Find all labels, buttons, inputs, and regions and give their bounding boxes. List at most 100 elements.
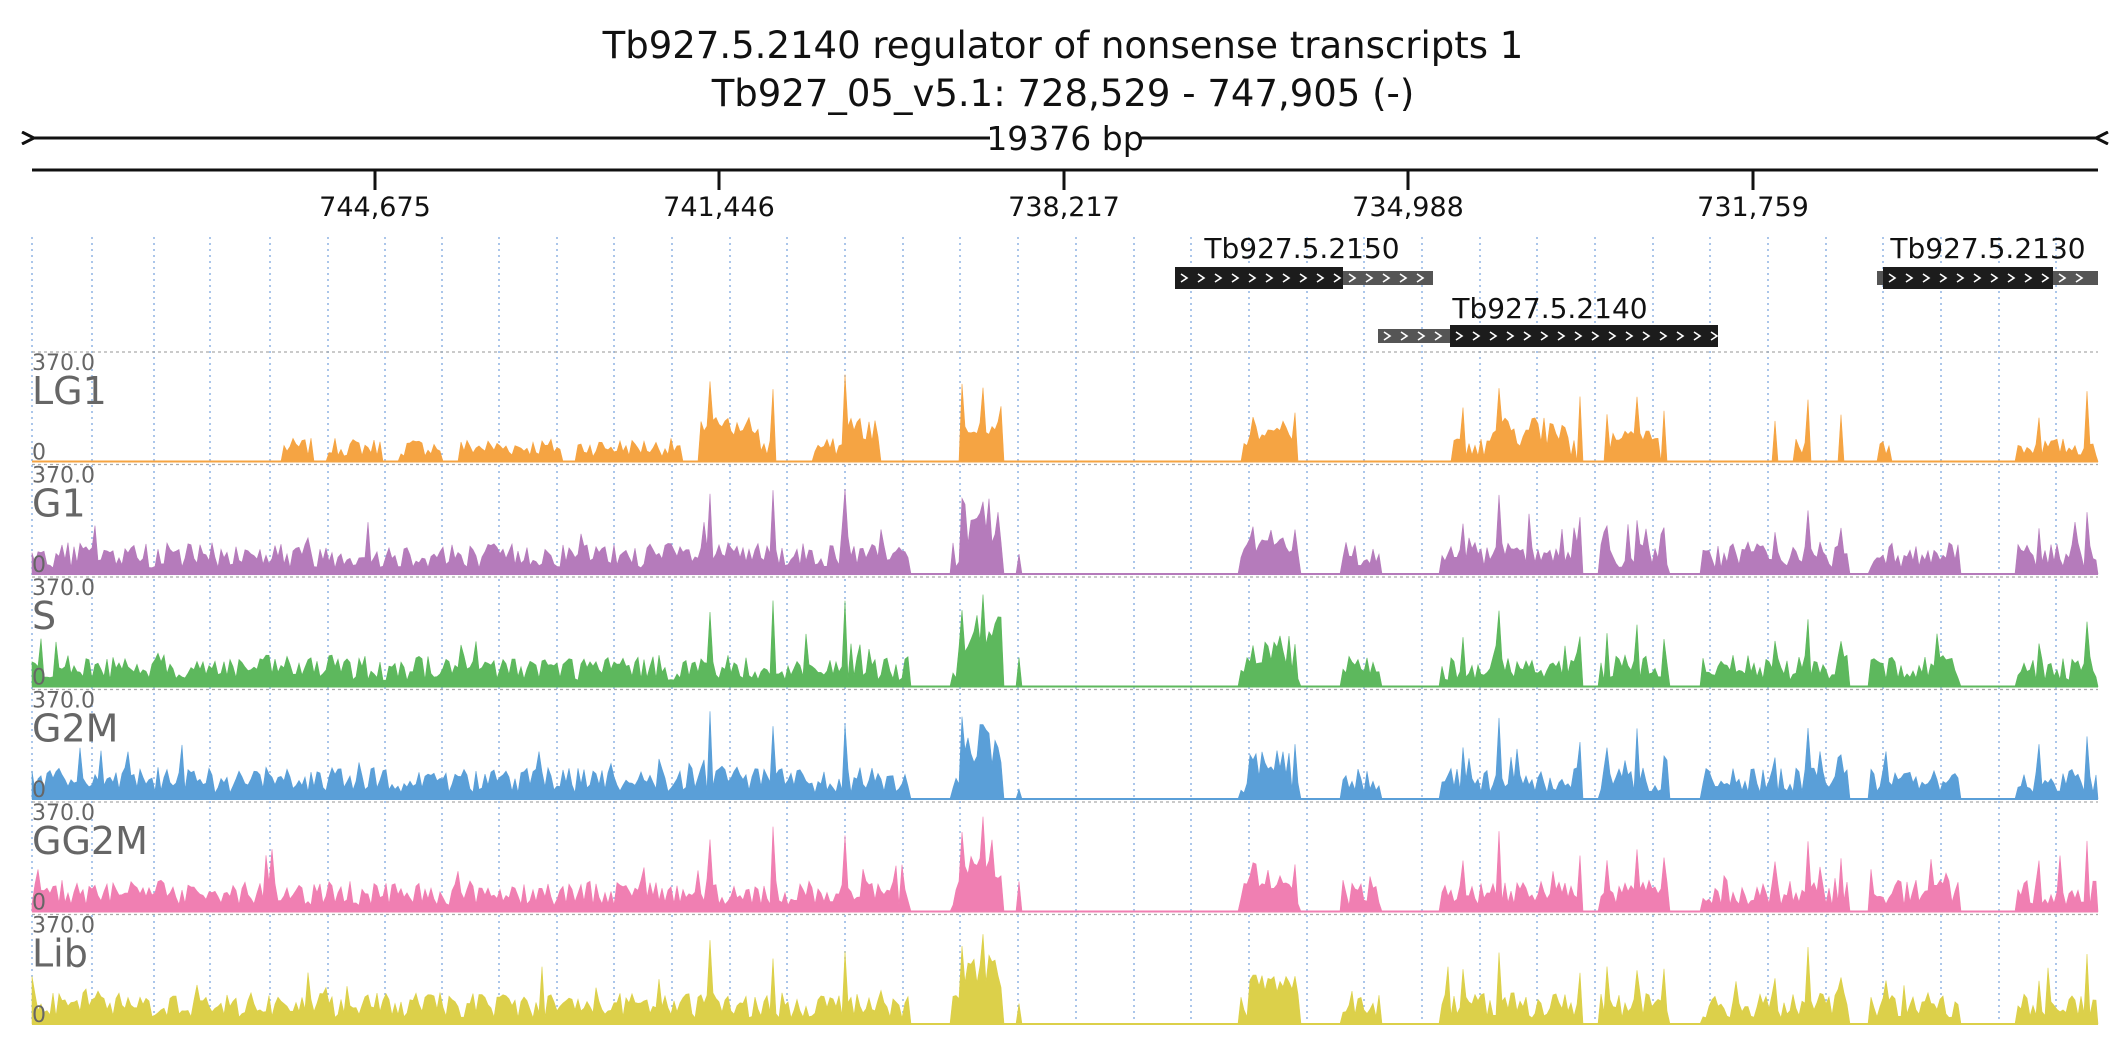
strand-arrow-icon — [1383, 331, 1392, 341]
strand-arrow-icon — [1676, 331, 1685, 341]
axis-tick-label: 738,217 — [1008, 192, 1120, 223]
strand-arrow-icon — [2075, 273, 2084, 283]
track-max-label: 370.0 — [32, 914, 95, 939]
track-min-label: 0 — [32, 891, 46, 916]
strand-arrow-icon — [1506, 331, 1515, 341]
track-max-label: 370.0 — [32, 689, 95, 714]
coverage-area — [31, 711, 2099, 800]
gene-label: Tb927.5.2150 — [1203, 232, 1399, 265]
coverage-area — [31, 816, 2099, 912]
strand-arrow-icon — [1282, 273, 1291, 283]
strand-arrow-icon — [1455, 331, 1464, 341]
strand-arrow-icon — [1472, 331, 1481, 341]
gene-label: Tb927.5.2130 — [1889, 232, 2085, 265]
strand-arrow-icon — [1248, 273, 1257, 283]
strand-arrow-icon — [1434, 331, 1443, 341]
strand-arrow-icon — [1489, 331, 1498, 341]
locus-title: Tb927_05_v5.1: 728,529 - 747,905 (-) — [711, 72, 1415, 115]
strand-arrow-icon — [1939, 273, 1948, 283]
strand-arrow-icon — [2058, 273, 2067, 283]
span-indicator: 19376 bp — [34, 119, 2096, 158]
strand-arrow-icon — [1625, 331, 1634, 341]
strand-arrow-icon — [1693, 331, 1702, 341]
track-max-label: 370.0 — [32, 464, 95, 489]
strand-arrow-icon — [1400, 331, 1409, 341]
track-min-label: 0 — [32, 1003, 46, 1028]
strand-arrow-icon — [1231, 273, 1240, 283]
strand-arrow-icon — [1417, 331, 1426, 341]
grid-lines — [31, 237, 2057, 1022]
strand-arrow-icon — [2007, 273, 2016, 283]
strand-arrow-icon — [1180, 273, 1189, 283]
axis-tick-label: 741,446 — [663, 192, 775, 223]
axis-tick-label: 744,675 — [319, 192, 431, 223]
strand-arrow-icon — [1348, 273, 1357, 283]
track-name-label: S — [32, 594, 56, 638]
strand-arrow-icon — [1316, 273, 1325, 283]
strand-arrow-icon — [1574, 331, 1583, 341]
track-min-label: 0 — [32, 441, 46, 466]
utr-block — [2053, 271, 2098, 285]
coverage-area — [31, 594, 2099, 687]
coverage-area — [31, 488, 2099, 575]
utr-block — [1378, 329, 1450, 343]
track-min-label: 0 — [32, 553, 46, 578]
coordinate-axis: 744,675 741,446 738,217 734,988 731,759 — [32, 168, 2098, 223]
track-max-label: 370.0 — [32, 576, 95, 601]
coverage-track-s: 370.0S 0 — [31, 576, 2099, 691]
gene-model[interactable]: Tb927.5.2140 — [1378, 292, 1719, 347]
strand-arrow-icon — [1973, 273, 1982, 283]
track-min-label: 0 — [32, 778, 46, 803]
gene-label: Tb927.5.2140 — [1451, 292, 1647, 325]
strand-arrow-icon — [1608, 331, 1617, 341]
coverage-track-g1: 370.0G1 0 — [31, 464, 2099, 578]
strand-arrow-icon — [1591, 331, 1600, 341]
cds-block — [1450, 325, 1718, 347]
strand-arrow-icon — [1365, 273, 1374, 283]
coverage-area — [31, 934, 2099, 1025]
cds-block — [1883, 267, 2053, 289]
strand-arrow-icon — [1956, 273, 1965, 283]
strand-arrow-icon — [1399, 273, 1408, 283]
coverage-area — [32, 374, 2099, 462]
axis-tick-label: 734,988 — [1352, 192, 1464, 223]
track-name-label: LG1 — [32, 369, 107, 413]
strand-arrow-icon — [2041, 273, 2050, 283]
track-name-label: G1 — [32, 482, 86, 526]
strand-arrow-icon — [1540, 331, 1549, 341]
track-max-label: 370.0 — [32, 351, 95, 376]
track-name-label: G2M — [32, 707, 118, 751]
strand-arrow-icon — [1333, 273, 1342, 283]
axis-tick-label: 731,759 — [1697, 192, 1809, 223]
strand-arrow-icon — [1265, 273, 1274, 283]
track-min-label: 0 — [32, 666, 46, 691]
strand-arrow-icon — [1888, 273, 1897, 283]
gene-model[interactable]: Tb927.5.2150 — [1175, 232, 1433, 289]
track-name-label: Lib — [32, 932, 88, 976]
gene-model[interactable]: Tb927.5.2130 — [1877, 232, 2098, 289]
track-max-label: 370.0 — [32, 801, 95, 826]
strand-arrow-icon — [1922, 273, 1931, 283]
strand-arrow-icon — [1557, 331, 1566, 341]
gene-annotation-track: Tb927.5.2150 Tb927.5.2140 Tb927.5.2130 — [1175, 232, 2098, 347]
utr-block — [1877, 271, 1883, 285]
coverage-tracks: 370.0LG10370.0G10370.0S0370.0G2M0370.0GG… — [31, 351, 2099, 1028]
strand-arrow-icon — [1197, 273, 1206, 283]
track-name-label: GG2M — [32, 819, 148, 863]
strand-arrow-icon — [1642, 331, 1651, 341]
strand-arrow-icon — [1523, 331, 1532, 341]
span-label: 19376 bp — [986, 119, 1143, 158]
strand-arrow-icon — [1382, 273, 1391, 283]
strand-arrow-icon — [1990, 273, 1999, 283]
strand-arrow-icon — [1416, 273, 1425, 283]
strand-arrow-icon — [1299, 273, 1308, 283]
strand-arrow-icon — [1710, 331, 1719, 341]
strand-arrow-icon — [1905, 273, 1914, 283]
strand-arrow-icon — [1659, 331, 1668, 341]
figure-header: Tb927.5.2140 regulator of nonsense trans… — [0, 0, 2126, 130]
